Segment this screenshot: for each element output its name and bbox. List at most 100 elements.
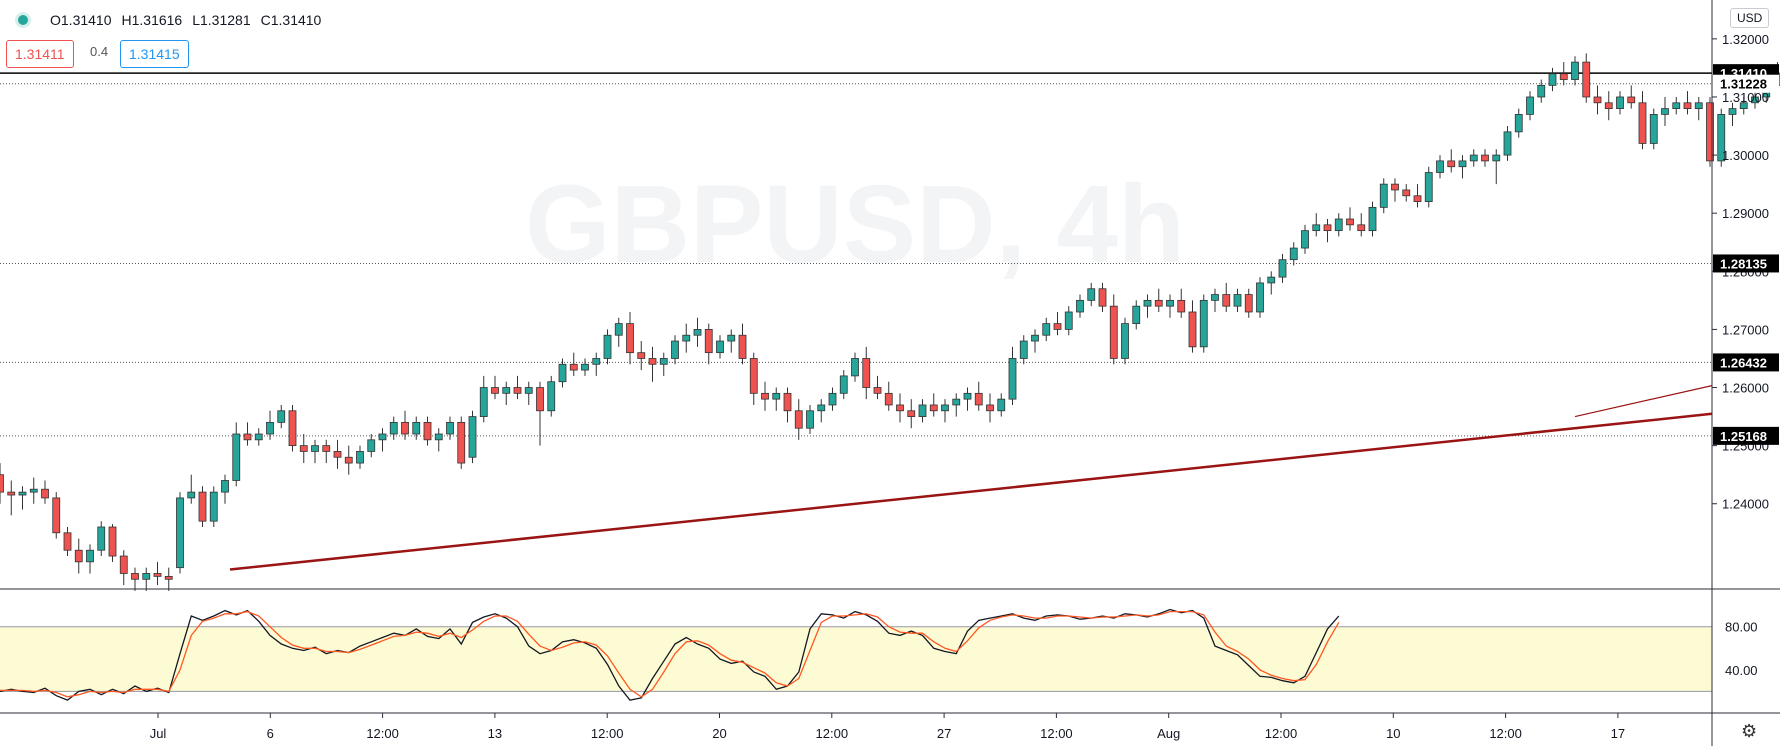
stoch-tick-label: 40.00 <box>1725 663 1758 678</box>
candle-body <box>1481 154 1489 162</box>
candle-body <box>468 416 477 458</box>
price-label-box <box>1713 353 1779 372</box>
candle-body <box>412 421 421 435</box>
price-label-text: 1.25168 <box>1720 429 1767 444</box>
candle-body <box>671 340 679 359</box>
candle-body <box>277 410 286 423</box>
candle-body <box>704 329 713 354</box>
candle-body <box>446 421 454 435</box>
candle-body <box>119 555 128 574</box>
candle-body <box>1177 299 1186 313</box>
candle <box>1638 91 1647 150</box>
candle-body <box>614 323 623 336</box>
candle-body <box>1514 114 1523 133</box>
candle <box>569 352 578 376</box>
time-axis[interactable]: Jul 6 12:00 13 12:00 20 12:00 27 12:00 Aug 12:00 10… <box>150 713 1625 741</box>
candle <box>704 323 713 365</box>
candle <box>727 329 736 353</box>
candle <box>176 492 184 574</box>
candle <box>1503 126 1512 161</box>
candle-body <box>1616 96 1624 109</box>
candle <box>1289 242 1298 266</box>
candle-body <box>1492 154 1501 162</box>
candle-body <box>479 387 488 417</box>
candle-body <box>1593 96 1602 104</box>
open-value: O1.31410 <box>50 12 112 28</box>
candles <box>0 53 1780 591</box>
candle <box>1559 62 1568 86</box>
stoch-band-fill <box>0 626 1712 692</box>
watermark-text: GBPUSD, 4h <box>525 163 1185 286</box>
time-tick-label: 6 <box>267 726 274 741</box>
price-tick-label: 1.27000 <box>1722 322 1769 337</box>
candle-body <box>806 410 814 429</box>
time-tick-label: 12:00 <box>1265 726 1298 741</box>
price-label-text: 1.28135 <box>1720 256 1767 271</box>
candle <box>1537 79 1546 103</box>
candle <box>1143 294 1152 318</box>
candle <box>963 387 972 411</box>
price-label-box <box>1713 254 1779 273</box>
candle-body <box>52 497 61 534</box>
candle <box>322 439 331 464</box>
gear-icon[interactable]: ⚙ <box>1741 721 1758 741</box>
candle <box>626 311 634 365</box>
candle-body <box>1469 154 1478 162</box>
candle-body <box>299 445 308 452</box>
candle <box>1436 155 1444 179</box>
candle <box>659 352 668 376</box>
candle-body <box>18 491 27 496</box>
candle-body <box>896 404 904 412</box>
candle <box>1278 253 1287 283</box>
candle <box>344 445 353 475</box>
currency-button[interactable]: USD <box>1730 8 1770 28</box>
candle <box>1166 294 1174 318</box>
candle-body <box>547 381 556 412</box>
candle-body <box>1604 102 1613 109</box>
candle <box>794 399 803 440</box>
candle-body <box>648 358 657 365</box>
candle <box>558 358 567 388</box>
candle <box>356 445 364 469</box>
candle <box>423 416 432 446</box>
candle-body <box>1076 299 1084 313</box>
candle-body <box>929 404 938 412</box>
candle-body <box>772 392 781 400</box>
candle <box>299 434 308 464</box>
candle-body <box>198 491 207 522</box>
close-value: C1.31410 <box>260 12 322 28</box>
price-label-text: 1.26432 <box>1720 355 1767 370</box>
sell-button[interactable]: 1.31411 <box>6 40 74 68</box>
candle-body <box>142 573 151 580</box>
candle <box>311 439 319 464</box>
candle-body <box>1098 288 1107 307</box>
candle-body <box>344 456 353 464</box>
candle <box>952 393 961 417</box>
price-axis[interactable]: 1.240001.250001.260001.270001.280001.290… <box>1712 32 1769 678</box>
candle <box>97 521 106 557</box>
trendlines[interactable] <box>229 385 1713 571</box>
price-tick-label: 1.24000 <box>1722 497 1769 512</box>
candle <box>1312 213 1321 237</box>
candle-body <box>828 392 837 406</box>
price-label-box <box>1713 74 1779 93</box>
candle-body <box>941 404 949 412</box>
candle <box>1267 271 1276 295</box>
candle-body <box>1053 323 1062 330</box>
candle-body <box>1672 102 1681 109</box>
candle <box>243 422 252 446</box>
candle <box>1604 91 1613 121</box>
candle <box>434 428 443 452</box>
candle-body <box>367 439 376 452</box>
candle <box>1413 184 1422 208</box>
candle-body <box>434 433 443 441</box>
buy-button[interactable]: 1.31415 <box>120 40 189 68</box>
candle-body <box>1627 96 1636 104</box>
candle <box>783 387 792 423</box>
candle <box>0 463 4 504</box>
candle-body <box>1458 160 1467 168</box>
candle <box>1177 288 1186 318</box>
price-tick-label: 1.32000 <box>1722 32 1769 47</box>
candle <box>1649 108 1658 150</box>
